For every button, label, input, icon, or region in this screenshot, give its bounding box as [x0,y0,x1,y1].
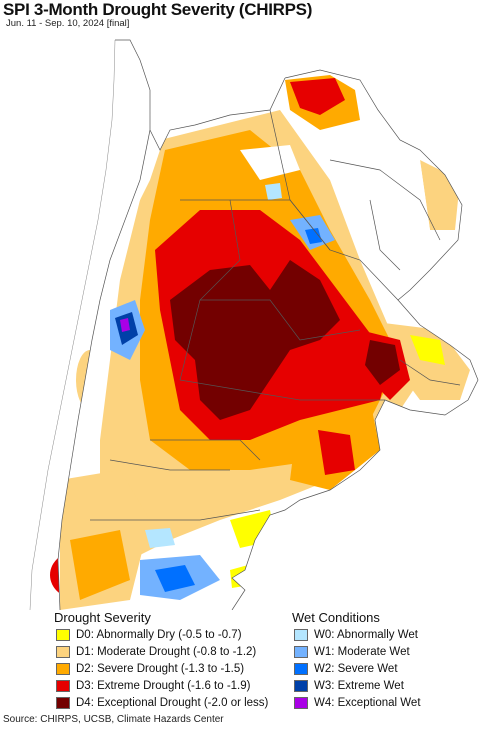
legend-item-w4: W4: Exceptional Wet [294,696,421,710]
legend-item-d2: D2: Severe Drought (-1.3 to -1.5) [56,662,244,676]
swatch-w1 [294,646,308,658]
swatch-d2 [56,663,70,675]
page-title: SPI 3-Month Drought Severity (CHIRPS) [3,0,313,19]
legend-item-d0: D0: Abnormally Dry (-0.5 to -0.7) [56,628,242,642]
legend: Drought Severity Wet Conditions D0: Abno… [0,610,480,710]
borders [57,39,479,610]
legend-item-w0: W0: Abnormally Wet [294,628,418,642]
swatch-d3 [56,680,70,692]
swatch-d0 [56,629,70,641]
legend-item-d1: D1: Moderate Drought (-0.8 to -1.2) [56,645,256,659]
legend-item-d3: D3: Extreme Drought (-1.6 to -1.9) [56,679,250,693]
swatch-w4 [294,697,308,709]
swatch-w2 [294,663,308,675]
legend-item-w1: W1: Moderate Wet [294,645,410,659]
legend-item-w3: W3: Extreme Wet [294,679,404,693]
coastline [29,39,116,610]
swatch-d4 [56,697,70,709]
legend-wet-title: Wet Conditions [292,610,380,625]
swatch-d1 [56,646,70,658]
drought-map [29,39,479,610]
date-range: Jun. 11 - Sep. 10, 2024 [final] [6,18,130,29]
swatch-w3 [294,680,308,692]
swatch-w0 [294,629,308,641]
source-credit: Source: CHIRPS, UCSB, Climate Hazards Ce… [3,714,224,725]
legend-drought-title: Drought Severity [54,610,151,625]
legend-item-d4: D4: Exceptional Drought (-2.0 or less) [56,696,268,710]
legend-item-w2: W2: Severe Wet [294,662,398,676]
